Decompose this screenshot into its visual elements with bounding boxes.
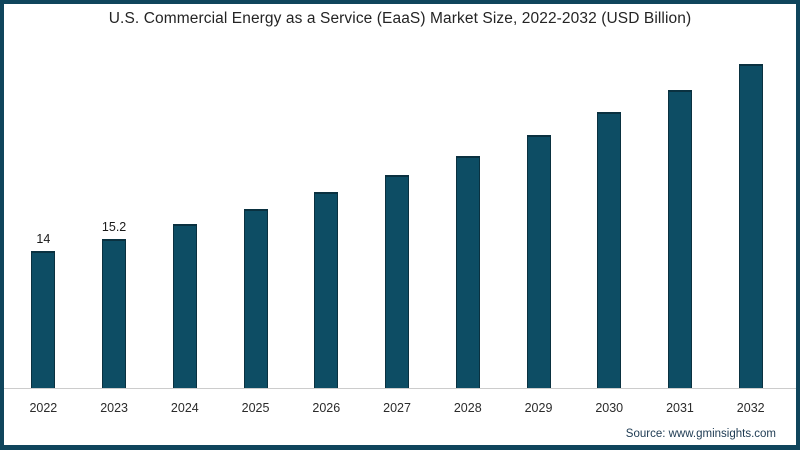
x-tick-label-2025: 2025 [241, 401, 270, 415]
x-tick-label-2028: 2028 [453, 401, 482, 415]
bar-2023 [102, 238, 127, 389]
bar-2030 [597, 112, 622, 389]
x-tick-label-2023: 2023 [100, 401, 128, 415]
bar-group-2024 [149, 220, 220, 389]
bar-2024 [172, 224, 197, 389]
bar-2031 [667, 89, 692, 389]
chart-title: U.S. Commercial Energy as a Service (Eaa… [108, 10, 692, 27]
bars-row: 14 15.2 [8, 53, 786, 389]
x-tick-label-2022: 2022 [29, 401, 58, 415]
x-tick-label-2026: 2026 [312, 401, 341, 415]
bar-value-label-2022: 14 [36, 231, 51, 246]
bar-group-2022: 14 [8, 231, 79, 389]
plot-area: 14 15.2 2022 2023 2024 2025 2026 2027 2028 2029 2… [4, 4, 796, 445]
x-tick-label-2032: 2032 [736, 401, 765, 415]
bar-group-2032 [715, 60, 786, 389]
bar-2028 [455, 155, 480, 389]
bar-2027 [385, 174, 410, 389]
bar-group-2030 [574, 108, 645, 389]
bar-group-2027 [362, 171, 433, 389]
bar-group-2029 [503, 131, 574, 389]
x-tick-label-2031: 2031 [666, 401, 694, 415]
bar-2029 [526, 135, 551, 389]
bar-2026 [314, 192, 339, 389]
bar-2025 [243, 209, 268, 389]
bar-2022 [31, 250, 56, 389]
bar-value-label-2023: 15.2 [101, 220, 127, 235]
source-attribution: Source: www.gminsights.com [625, 428, 776, 440]
x-tick-label-2027: 2027 [383, 401, 411, 415]
bar-group-2023: 15.2 [79, 220, 150, 389]
x-tick-label-2029: 2029 [524, 401, 553, 415]
bar-group-2026 [291, 188, 362, 389]
bar-group-2031 [645, 86, 716, 389]
x-axis-tick-labels: 2022 2023 2024 2025 2026 2027 2028 2029 2030 2031… [8, 401, 786, 415]
bar-group-2025 [220, 205, 291, 389]
x-tick-label-2024: 2024 [170, 401, 199, 415]
x-tick-label-2030: 2030 [595, 401, 624, 415]
bar-2032 [738, 63, 763, 389]
x-axis-line [4, 388, 796, 389]
bar-group-2028 [432, 152, 503, 389]
